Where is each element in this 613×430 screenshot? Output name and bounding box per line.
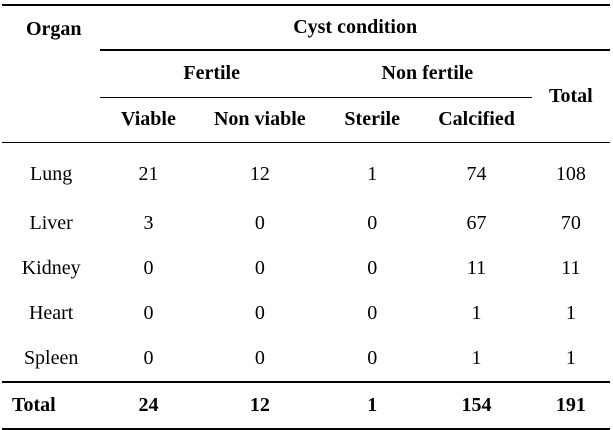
value-cell: 0 [254, 256, 265, 279]
total-cell: 12 [196, 380, 324, 430]
fertile-header: Fertile [100, 50, 324, 98]
value-cell: 21 [138, 163, 159, 185]
value-cell: 0 [143, 346, 154, 369]
cyst-condition-table: Organ Cyst condition Fertile Non fertile… [2, 4, 610, 430]
value-cell: 1 [565, 301, 576, 324]
column-header-calcified: Calcified [421, 97, 532, 143]
cyst-condition-header: Cyst condition [100, 4, 610, 51]
non-fertile-header: Non fertile [323, 50, 532, 98]
organ-cell: Kidney [21, 256, 81, 279]
value-cell: 0 [254, 211, 265, 234]
table-row: Heart 0 0 0 1 1 [2, 291, 610, 336]
column-header-viable: Viable [100, 97, 197, 143]
value-cell: 67 [466, 211, 487, 234]
value-cell: 0 [367, 211, 378, 234]
value-cell: 0 [143, 301, 154, 324]
table-row: Lung 21 12 1 74 108 [2, 142, 610, 201]
value-cell: 0 [254, 301, 265, 324]
total-row: Total 24 12 1 154 191 [2, 380, 610, 430]
value-cell: 11 [466, 256, 487, 279]
table-frame: Organ Cyst condition Fertile Non fertile… [2, 4, 610, 430]
column-header-sterile: Sterile [323, 97, 422, 143]
value-cell: 74 [466, 163, 487, 185]
total-row-label: Total [2, 380, 101, 430]
value-cell: 0 [367, 301, 378, 324]
value-cell: 0 [367, 346, 378, 369]
value-cell: 1 [565, 346, 576, 369]
organ-header: Organ [2, 4, 101, 143]
value-cell: 3 [143, 211, 154, 234]
value-cell: 1 [367, 163, 378, 185]
value-cell: 70 [560, 211, 581, 234]
value-cell: 108 [555, 163, 586, 185]
value-cell: 0 [143, 256, 154, 279]
table-row: Kidney 0 0 0 11 11 [2, 246, 610, 291]
value-cell: 1 [471, 346, 482, 369]
column-header-non-viable: Non viable [196, 97, 324, 143]
organ-cell: Liver [29, 211, 73, 234]
total-cell: 154 [421, 380, 532, 430]
organ-cell: Lung [30, 163, 73, 185]
value-cell: 11 [561, 256, 581, 279]
value-cell: 0 [254, 346, 265, 369]
organ-cell: Spleen [23, 346, 79, 369]
value-cell: 1 [471, 301, 482, 324]
organ-cell: Heart [28, 301, 74, 324]
value-cell: 0 [367, 256, 378, 279]
table-row: Liver 3 0 0 67 70 [2, 201, 610, 246]
total-cell: 191 [531, 380, 610, 430]
table-row: Spleen 0 0 0 1 1 [2, 336, 610, 382]
total-header: Total [531, 50, 610, 143]
total-cell: 1 [323, 380, 422, 430]
value-cell: 12 [249, 163, 270, 185]
total-cell: 24 [100, 380, 197, 430]
